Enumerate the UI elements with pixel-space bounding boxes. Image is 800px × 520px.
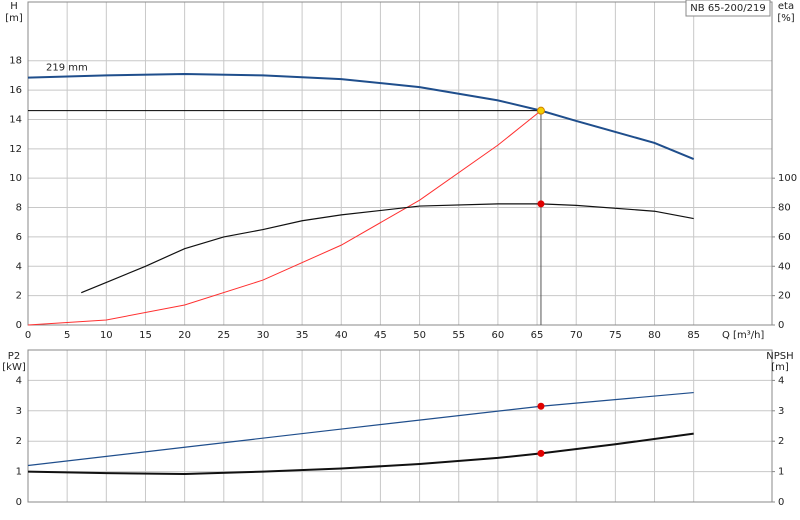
y-unit: [m] — [5, 13, 23, 24]
x-tick-label: 85 — [687, 330, 700, 341]
y-tick-label: 1 — [16, 467, 22, 478]
x-label: Q [m³/h] — [722, 330, 764, 341]
series-line — [27, 432, 694, 476]
y2-unit: [%] — [777, 13, 794, 24]
series-line — [27, 391, 694, 467]
x-tick-label: 45 — [374, 330, 387, 341]
plot-area — [28, 350, 772, 502]
operating-point — [537, 449, 545, 457]
operating-point — [536, 106, 545, 115]
series-line — [81, 203, 694, 294]
x-tick-label: 50 — [413, 330, 426, 341]
plot-frame — [27, 349, 773, 503]
y2-label: eta — [778, 1, 794, 12]
operating-point — [537, 402, 545, 410]
y-tick-label: 2 — [16, 291, 22, 302]
x-tick-label: 35 — [296, 330, 309, 341]
curve-label: 219 mm — [46, 63, 88, 74]
operating-point — [537, 200, 545, 208]
y2-label: NPSH — [766, 351, 793, 362]
x-tick-label: 65 — [531, 330, 544, 341]
y2-tick-label: 0 — [778, 497, 784, 508]
x-tick-label: 10 — [100, 330, 113, 341]
plot-frame — [27, 1, 773, 326]
x-tick-label: 40 — [335, 330, 348, 341]
y2-tick-label: 20 — [778, 291, 791, 302]
y-tick-label: 2 — [16, 436, 22, 447]
y-label: H — [10, 1, 18, 12]
x-tick-label: 75 — [609, 330, 622, 341]
x-tick-label: 20 — [178, 330, 191, 341]
y-tick-label: 12 — [9, 144, 22, 155]
x-tick-label: 60 — [492, 330, 505, 341]
x-tick-label: 80 — [648, 330, 661, 341]
y2-tick-label: 3 — [778, 406, 784, 417]
y-tick-label: 0 — [16, 320, 22, 331]
y-tick-label: 3 — [16, 406, 22, 417]
x-tick-label: 15 — [139, 330, 152, 341]
y-tick-label: 4 — [16, 261, 22, 272]
y2-tick-label: 40 — [778, 261, 791, 272]
y2-tick-label: 1 — [778, 467, 784, 478]
y-tick-label: 0 — [16, 497, 22, 508]
y2-tick-label: 0 — [778, 320, 784, 331]
y-unit: [kW] — [2, 362, 26, 373]
x-tick-label: 30 — [257, 330, 270, 341]
y2-tick-label: 4 — [778, 375, 784, 386]
x-tick-label: 70 — [570, 330, 583, 341]
x-tick-label: 5 — [64, 330, 70, 341]
series-line — [27, 110, 542, 326]
y-tick-label: 14 — [9, 114, 22, 125]
plot-area — [28, 2, 772, 325]
y2-unit: [m] — [771, 362, 789, 373]
y-tick-label: 18 — [9, 56, 22, 67]
y-tick-label: 4 — [16, 375, 22, 386]
y2-tick-label: 60 — [778, 232, 791, 243]
y2-tick-label: 2 — [778, 436, 784, 447]
y2-tick-label: 80 — [778, 203, 791, 214]
chart-title: NB 65-200/219 — [690, 3, 765, 14]
y-tick-label: 6 — [16, 232, 22, 243]
x-tick-label: 25 — [217, 330, 230, 341]
y-tick-label: 10 — [9, 173, 22, 184]
x-tick-label: 0 — [25, 330, 31, 341]
y-tick-label: 16 — [9, 85, 22, 96]
title-box — [685, 0, 771, 17]
y2-tick-label: 100 — [778, 173, 797, 184]
y-tick-label: 8 — [16, 203, 22, 214]
y-label: P2 — [8, 351, 20, 362]
x-tick-label: 55 — [452, 330, 465, 341]
series-line — [27, 72, 695, 161]
